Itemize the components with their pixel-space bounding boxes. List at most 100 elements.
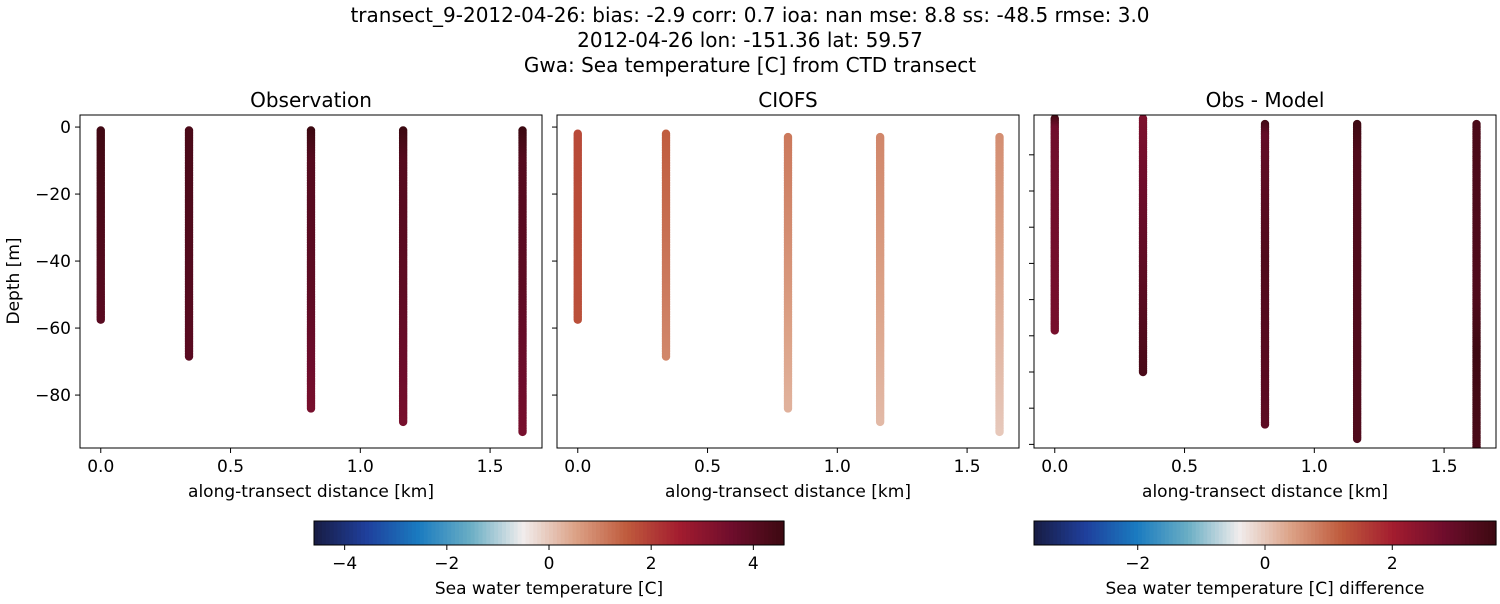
colorbar-segment: [482, 521, 487, 545]
colorbar-segment: [1349, 521, 1355, 545]
colorbar-segment: [650, 521, 656, 545]
colorbar-segment: [1322, 521, 1328, 545]
data-point: [1138, 367, 1148, 377]
colorbar-segment: [1395, 521, 1401, 545]
colorbar-segment: [1111, 521, 1116, 545]
colorbar-segment: [1476, 521, 1482, 545]
profile-0: [1050, 115, 1059, 335]
colorbar-segment: [674, 521, 679, 545]
colorbar-segment: [1191, 521, 1197, 545]
colorbar-segment: [1122, 521, 1127, 545]
axes-frame: [556, 114, 1020, 449]
data-point: [661, 352, 671, 361]
colorbar-segment: [439, 521, 444, 545]
colorbar-segment: [631, 521, 636, 545]
colorbar-segment: [737, 521, 742, 545]
colorbar-segment: [733, 521, 738, 545]
colorbar-segment: [1280, 521, 1285, 545]
colorbar-segment: [361, 521, 366, 545]
colorbar-segment: [1318, 521, 1324, 545]
colorbar-segment: [697, 521, 703, 545]
axes-frame: [1033, 114, 1497, 449]
x-tick-label: 0.0: [564, 457, 591, 477]
colorbar-segment: [1368, 521, 1374, 545]
colorbar-segment: [505, 521, 511, 545]
colorbar-segment: [364, 521, 370, 545]
colorbar-segment: [1434, 521, 1439, 545]
profile-1: [184, 126, 194, 361]
colorbar-segment: [1184, 521, 1189, 545]
colorbar-segment: [717, 521, 722, 545]
colorbar-segment: [443, 521, 448, 545]
colorbar-segment: [764, 521, 769, 545]
colorbar-segment: [1307, 521, 1312, 545]
colorbar-segment: [1388, 521, 1393, 545]
data-point: [573, 315, 582, 324]
colorbar-segment: [682, 521, 687, 545]
colorbar-segment: [560, 521, 566, 545]
colorbar-segment: [1218, 521, 1224, 545]
colorbar-segment: [1199, 521, 1204, 545]
colorbar-segment: [1238, 521, 1243, 545]
colorbar-segment: [415, 521, 421, 545]
colorbar-segment: [1353, 521, 1358, 545]
colorbar-segment: [1253, 521, 1258, 545]
colorbar-segment: [1361, 521, 1366, 545]
colorbar-segment: [396, 521, 401, 545]
colorbar-segment: [1484, 521, 1489, 545]
profile-1: [1138, 115, 1148, 377]
colorbar-segment: [1072, 521, 1077, 545]
colorbar-segment: [466, 521, 472, 545]
colorbar-segment: [713, 521, 719, 545]
data-point: [1050, 326, 1059, 335]
colorbar-segment: [541, 521, 546, 545]
colorbar-segment: [627, 521, 632, 545]
colorbar-segment: [1226, 521, 1231, 545]
panel-observation: 0.0 0.5 1.0 1.5 0 −20 −40 −60 −80: [35, 114, 543, 477]
colorbar-segment: [1291, 521, 1297, 545]
colorbar-segment: [1334, 521, 1339, 545]
colorbar-segment: [1222, 521, 1228, 545]
x-tick-label: 1.5: [477, 457, 504, 477]
colorbar-segment: [1461, 521, 1466, 545]
colorbar-segment: [670, 521, 675, 545]
colorbar-segment: [623, 521, 628, 545]
colorbar-segment: [372, 521, 378, 545]
colorbar-segment: [1099, 521, 1104, 545]
colorbar-segment: [1107, 521, 1112, 545]
colorbar-segment: [619, 521, 625, 545]
colorbar-segment: [1261, 521, 1266, 545]
data-point: [96, 315, 105, 324]
colorbar-segment: [1157, 521, 1162, 545]
colorbar-segment: [1126, 521, 1131, 545]
colorbar-segment: [1299, 521, 1305, 545]
profile-4: [518, 126, 527, 437]
colorbar-segment: [611, 521, 617, 545]
colorbar-segment: [1095, 521, 1101, 545]
colorbar-segment: [1176, 521, 1181, 545]
colorbar-segment: [517, 521, 523, 545]
colorbar-segment: [1407, 521, 1412, 545]
colorbar-segment: [392, 521, 397, 545]
colorbar-segment: [337, 521, 343, 545]
colorbar-segment: [549, 521, 554, 545]
x-axis-label-observation: along-transect distance [km]: [188, 482, 434, 502]
colorbar-segment: [1345, 521, 1351, 545]
colorbar-segment: [357, 521, 362, 545]
colorbar-segment: [1257, 521, 1262, 545]
colorbar-segment: [1357, 521, 1362, 545]
colorbar-segment: [1430, 521, 1435, 545]
colorbar-segment: [1326, 521, 1332, 545]
colorbar-segment: [341, 521, 346, 545]
colorbar-segment: [447, 521, 452, 545]
data-point: [1472, 443, 1481, 448]
colorbar-segment: [368, 521, 374, 545]
colorbar-segment: [494, 521, 499, 545]
colorbar-segment: [1419, 521, 1424, 545]
panel-obs-model: 0.0 0.5 1.0 1.5: [1029, 114, 1497, 477]
colorbar-segment: [1469, 521, 1474, 545]
colorbar-segment: [1295, 521, 1301, 545]
colorbar-segment: [576, 521, 581, 545]
colorbar-segment: [1315, 521, 1320, 545]
colorbar-segment: [1399, 521, 1405, 545]
